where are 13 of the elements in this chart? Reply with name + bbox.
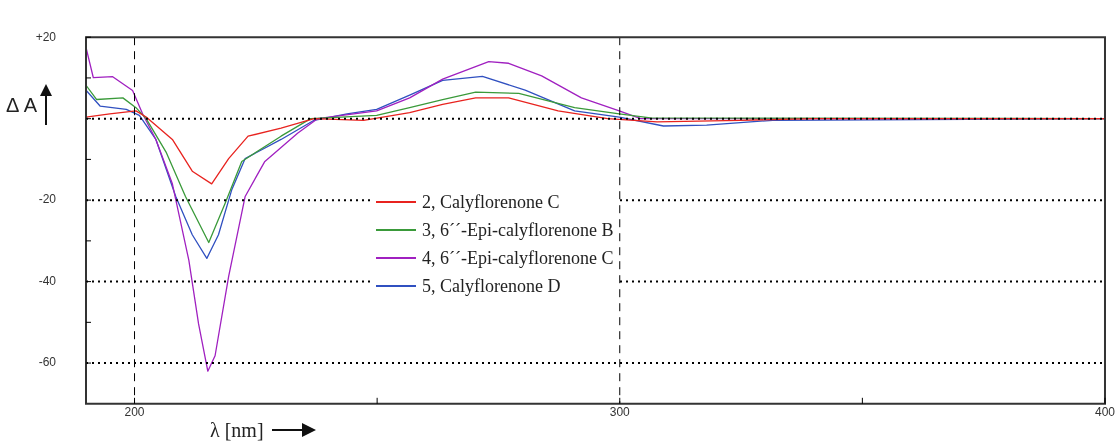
y-tick-label: -60: [38, 355, 57, 370]
x-tick-label: 300: [609, 405, 631, 420]
x-axis-title: λ [nm]: [210, 419, 264, 441]
x-tick-label: 200: [124, 405, 145, 420]
y-tick-label: -20: [38, 192, 57, 207]
y-tick-label: -40: [38, 273, 57, 288]
legend-label: 2, Calyflorenone C: [422, 191, 560, 213]
legend-label: 5, Calyflorenone D: [422, 275, 561, 297]
x-tick-label: 400: [1094, 405, 1116, 420]
legend-label: 3, 6´´-Epi-calyflorenone B: [422, 219, 614, 241]
legend-label: 4, 6´´-Epi-calyflorenone C: [422, 247, 614, 269]
y-axis-title: Δ A: [6, 93, 38, 117]
y-tick-label: +20: [35, 29, 57, 44]
